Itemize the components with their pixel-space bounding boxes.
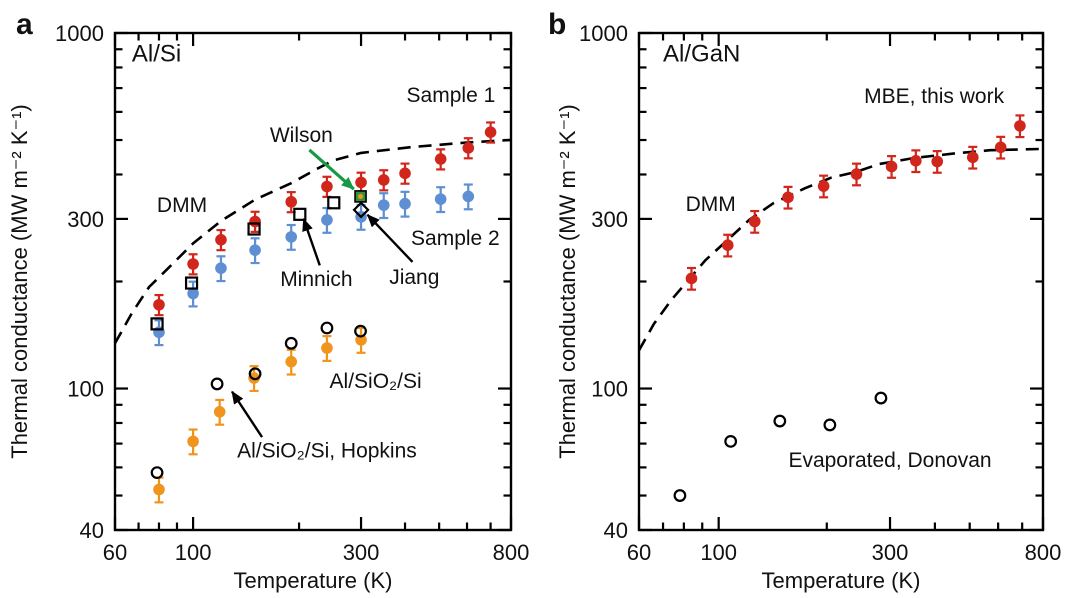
chart-panel-b: 60 100 300 800 40 100 300 1000 Temperature (K) Th…: [548, 8, 1061, 593]
annotation-label-sample-1: Sample 1: [407, 84, 496, 107]
x-tick-label: 100: [700, 540, 737, 565]
x-tick-label: 800: [1025, 540, 1062, 565]
panel-letter-b: b: [548, 8, 566, 41]
chart-panel-a: 60 100 300 800 40 100 300 1000 Temperature (K) Th…: [7, 8, 529, 593]
arrow-wilson: [308, 148, 355, 191]
series-al-sio-si: [153, 326, 367, 504]
x-tick-label: 100: [175, 540, 212, 565]
series-sample-1: [153, 121, 497, 317]
y-tick-label: 1000: [55, 21, 104, 46]
annotation-label-dmm: DMM: [157, 194, 207, 217]
annotation-label-hopkins: Al/SiO₂/Si, Hopkins: [237, 439, 417, 462]
axes-a: 60 100 300 800 40 100 300 1000: [55, 21, 529, 565]
annotation-panel-title: Al/Si: [132, 41, 181, 68]
annotation-label-donovan: Evaporated, Donovan: [788, 449, 991, 472]
series-sample-2: [153, 183, 475, 347]
x-axis-title: Temperature (K): [234, 568, 393, 593]
y-tick-label: 40: [80, 518, 104, 543]
x-tick-label: 60: [627, 540, 651, 565]
panel-b: 60 100 300 800 40 100 300 1000 Temperature (K) Th…: [540, 0, 1080, 598]
series-wilson: [354, 190, 367, 203]
panel-letter-a: a: [16, 8, 33, 41]
x-tick-label: 300: [343, 540, 380, 565]
annotation-label-dmm: DMM: [686, 193, 736, 216]
panel-a: 60 100 300 800 40 100 300 1000 Temperature (K) Th…: [7, 8, 529, 593]
arrow-hopkins: [231, 390, 264, 438]
annotation-label-minnich: Minnich: [280, 268, 352, 291]
arrow-minnich: [302, 217, 321, 266]
y-tick-label: 40: [604, 518, 628, 543]
series-mbe-this-work: [685, 114, 1026, 291]
series-minnich: [150, 196, 341, 331]
y-axis-title: Thermal conductance (MW m⁻² K⁻¹): [555, 104, 580, 459]
annotation-label-al-sio2-si: Al/SiO₂/Si: [330, 370, 422, 393]
series-jiang: [352, 201, 370, 219]
axes-b: 60 100 300 800 40 100 300 1000: [579, 21, 1061, 565]
series-dmm: [637, 147, 1044, 352]
x-tick-label: 300: [872, 540, 909, 565]
series-dmm: [113, 138, 512, 344]
x-tick-label: 60: [103, 540, 127, 565]
annotation-label-jiang: Jiang: [389, 266, 439, 289]
annotation-label-wilson: Wilson: [270, 124, 333, 147]
annotation-label-sample-2: Sample 2: [411, 227, 500, 250]
y-axis-title: Thermal conductance (MW m⁻² K⁻¹): [7, 104, 32, 459]
y-tick-label: 300: [591, 207, 628, 232]
x-axis-title: Temperature (K): [762, 568, 921, 593]
annotation-label-mbe: MBE, this work: [864, 85, 1005, 108]
x-tick-label: 800: [493, 540, 530, 565]
y-tick-label: 100: [67, 377, 104, 402]
series-al-sio-si-hopkins: [150, 321, 367, 480]
annotation-panel-title: Al/GaN: [663, 41, 740, 68]
arrow-jiang: [366, 214, 414, 263]
y-tick-label: 300: [67, 207, 104, 232]
y-tick-label: 1000: [579, 21, 628, 46]
series-evaporated-donovan: [673, 391, 888, 502]
y-tick-label: 100: [591, 377, 628, 402]
